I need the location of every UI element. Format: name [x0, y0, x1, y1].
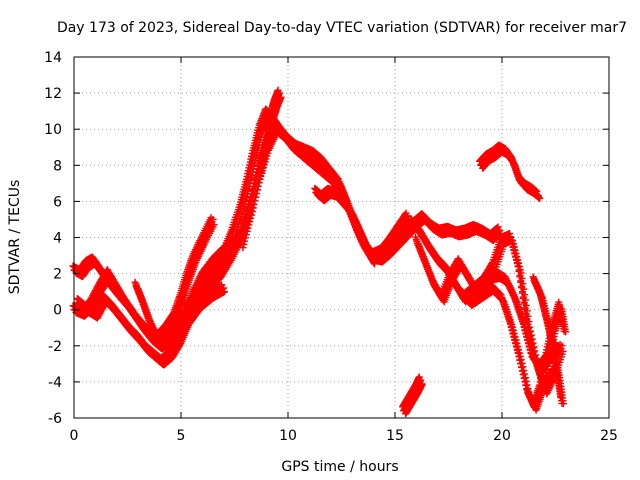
data-point [210, 221, 218, 229]
data-point [244, 224, 252, 232]
data-point [277, 93, 285, 101]
data-point [252, 193, 260, 201]
data-point [249, 204, 257, 212]
data-point [250, 200, 258, 208]
data-point [254, 182, 262, 190]
data-point [404, 212, 412, 220]
data-point [241, 237, 249, 245]
data-point [275, 89, 283, 97]
data-points [69, 86, 570, 418]
data-point [209, 215, 217, 223]
data-point [335, 183, 343, 191]
data-point [242, 231, 250, 239]
data-point [251, 197, 259, 205]
data-point [253, 190, 261, 198]
data-point [247, 211, 255, 219]
data-point [221, 288, 229, 296]
chart-title: Day 173 of 2023, Sidereal Day-to-day VTE… [57, 20, 627, 36]
data-point [239, 244, 247, 252]
data-point [220, 284, 228, 292]
grid [74, 57, 609, 418]
data-point [247, 214, 255, 222]
data-point [245, 221, 253, 229]
series-track-g [311, 184, 505, 266]
data-point [241, 234, 249, 242]
data-point [255, 179, 263, 187]
data-point [248, 208, 256, 216]
data-point [246, 218, 254, 226]
data-point [253, 186, 261, 194]
data-point [240, 240, 248, 248]
data-point [243, 227, 251, 235]
